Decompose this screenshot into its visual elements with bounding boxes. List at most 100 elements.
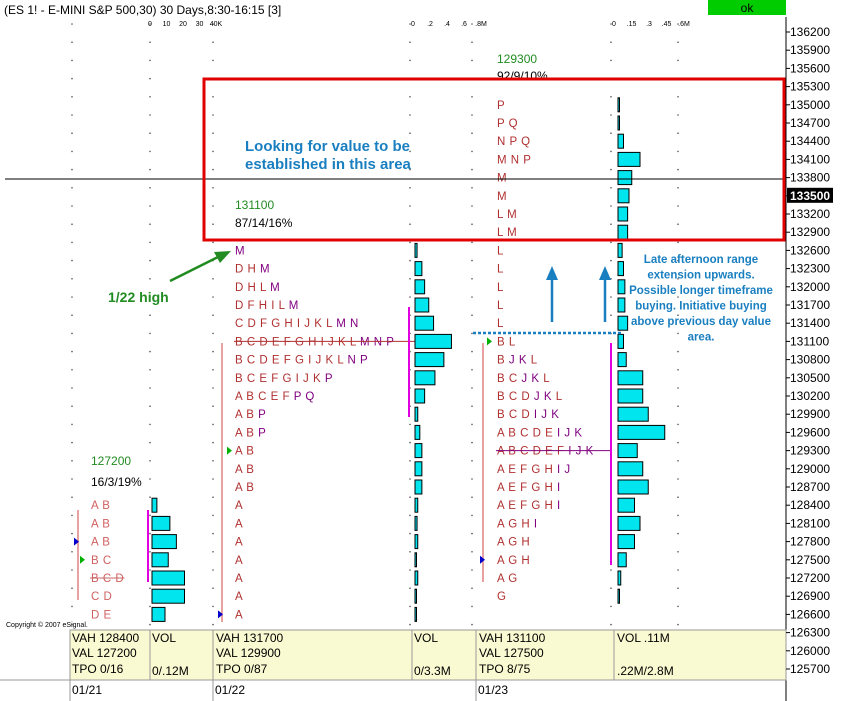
price-tick-label: 131400 xyxy=(790,316,830,330)
grid-dot xyxy=(71,150,73,153)
tpo-letter: G xyxy=(291,355,304,367)
volume-bar xyxy=(617,570,622,586)
price-tick-label: 128100 xyxy=(790,516,830,530)
volume-axis-tick-label: 40K xyxy=(210,21,223,28)
extension-note-line: Late afternoon range xyxy=(644,254,758,266)
grid-dot xyxy=(471,168,473,171)
price-tick-label: 135000 xyxy=(790,98,830,112)
val-label: VAL 127500 xyxy=(479,646,544,660)
grid-dot xyxy=(409,623,411,626)
volume-bar xyxy=(414,443,423,459)
grid-dot xyxy=(471,496,473,499)
volume-bar xyxy=(151,552,169,568)
high-arrow-head xyxy=(214,251,231,263)
grid-dot xyxy=(149,369,151,371)
grid-dot xyxy=(149,132,151,134)
grid-dot xyxy=(212,205,214,207)
volume-bar xyxy=(414,388,426,404)
grid-dot xyxy=(212,332,214,335)
grid-dot xyxy=(471,205,473,207)
volume-bar xyxy=(151,515,171,531)
tpo-letter: B xyxy=(497,355,505,367)
grid-dot xyxy=(677,405,679,408)
tpo-letter: J xyxy=(324,336,334,348)
volume-axis-tick-label: 0 xyxy=(148,21,152,28)
volume-bar xyxy=(414,242,418,258)
extension-note-line: above previous day value xyxy=(631,316,771,328)
grid-dot xyxy=(471,605,473,608)
tpo-letter: A xyxy=(235,500,243,512)
grid-dot xyxy=(149,569,151,571)
tpo-row: D H L M xyxy=(235,282,280,294)
grid-dot xyxy=(71,132,73,134)
volume-bar xyxy=(414,497,419,513)
tpo-letter: F xyxy=(516,482,527,494)
volume-axis-tick-label: .3 xyxy=(646,21,652,28)
tpo-letter: I xyxy=(553,500,560,512)
grid-dot xyxy=(610,605,612,608)
tpo-row: B C D I J K xyxy=(497,409,559,421)
grid-dot xyxy=(610,187,612,189)
tpo-row: A E F G H I J xyxy=(497,464,571,476)
tpo-letter: D xyxy=(529,446,542,458)
grid-dot xyxy=(71,259,73,262)
tpo-letter: E xyxy=(541,427,553,439)
grid-dot xyxy=(149,168,151,171)
tpo-letter: L xyxy=(497,300,504,312)
grid-dot xyxy=(677,59,679,62)
tpo-letter: D xyxy=(91,609,100,621)
tpo-row: B C J K L xyxy=(497,373,550,385)
tpo-letter: D xyxy=(100,591,113,603)
tpo-letter: F xyxy=(516,464,527,476)
tpo-letter: B xyxy=(243,427,255,439)
tpo-letter: I xyxy=(317,336,324,348)
tpo-letter: K xyxy=(311,318,323,330)
grid-dot xyxy=(471,514,473,517)
close-marker xyxy=(80,555,85,564)
grid-dot xyxy=(149,350,151,353)
tpo-letter: A xyxy=(91,537,99,549)
grid-dot xyxy=(149,41,151,43)
tpo-row: P Q xyxy=(497,118,518,130)
tpo-letter: B xyxy=(497,373,505,385)
tpo-letter: H xyxy=(304,336,317,348)
tpo-letter: M xyxy=(285,300,299,312)
grid-dot xyxy=(149,387,151,389)
volume-axis-tick-label: .6M xyxy=(678,21,690,28)
tpo-letter: J xyxy=(538,409,548,421)
tpo-letter: D xyxy=(235,282,244,294)
volume-bar xyxy=(414,588,417,604)
price-tick-label: 132900 xyxy=(790,225,830,239)
tpo-row: A E F G H I xyxy=(497,500,561,512)
tpo-letter: B xyxy=(99,537,111,549)
grid-dot xyxy=(677,296,679,298)
tpo-row: B C xyxy=(91,555,112,567)
price-tick-label: 128700 xyxy=(790,480,830,494)
grid-dot xyxy=(212,168,214,171)
session-close-price: 131100 xyxy=(235,198,274,212)
grid-dot xyxy=(409,296,411,298)
volume-bar xyxy=(151,534,177,550)
grid-dot xyxy=(212,59,214,62)
ok-button[interactable] xyxy=(708,0,786,15)
grid-dot xyxy=(677,369,679,371)
grid-dot xyxy=(212,96,214,98)
ok-label[interactable]: ok xyxy=(741,1,755,15)
tpo-letter: N xyxy=(370,336,383,348)
tpo-letter: J xyxy=(299,373,309,385)
tpo-letter: D xyxy=(112,573,125,585)
grid-dot xyxy=(149,278,151,280)
grid-dot xyxy=(212,314,214,317)
tpo-letter: B xyxy=(243,464,255,476)
tpo-letter: M xyxy=(333,318,347,330)
tpo-letter: L xyxy=(505,336,516,348)
volume-bar xyxy=(617,370,644,386)
grid-dot xyxy=(409,259,411,262)
grid-dot xyxy=(149,478,151,480)
tpo-letter: J xyxy=(572,446,582,458)
volume-bar xyxy=(617,279,626,295)
tpo-letter: H xyxy=(244,264,257,276)
price-tick-label: 126300 xyxy=(790,626,830,640)
tpo-letter: K xyxy=(322,355,334,367)
grid-dot xyxy=(471,532,473,535)
